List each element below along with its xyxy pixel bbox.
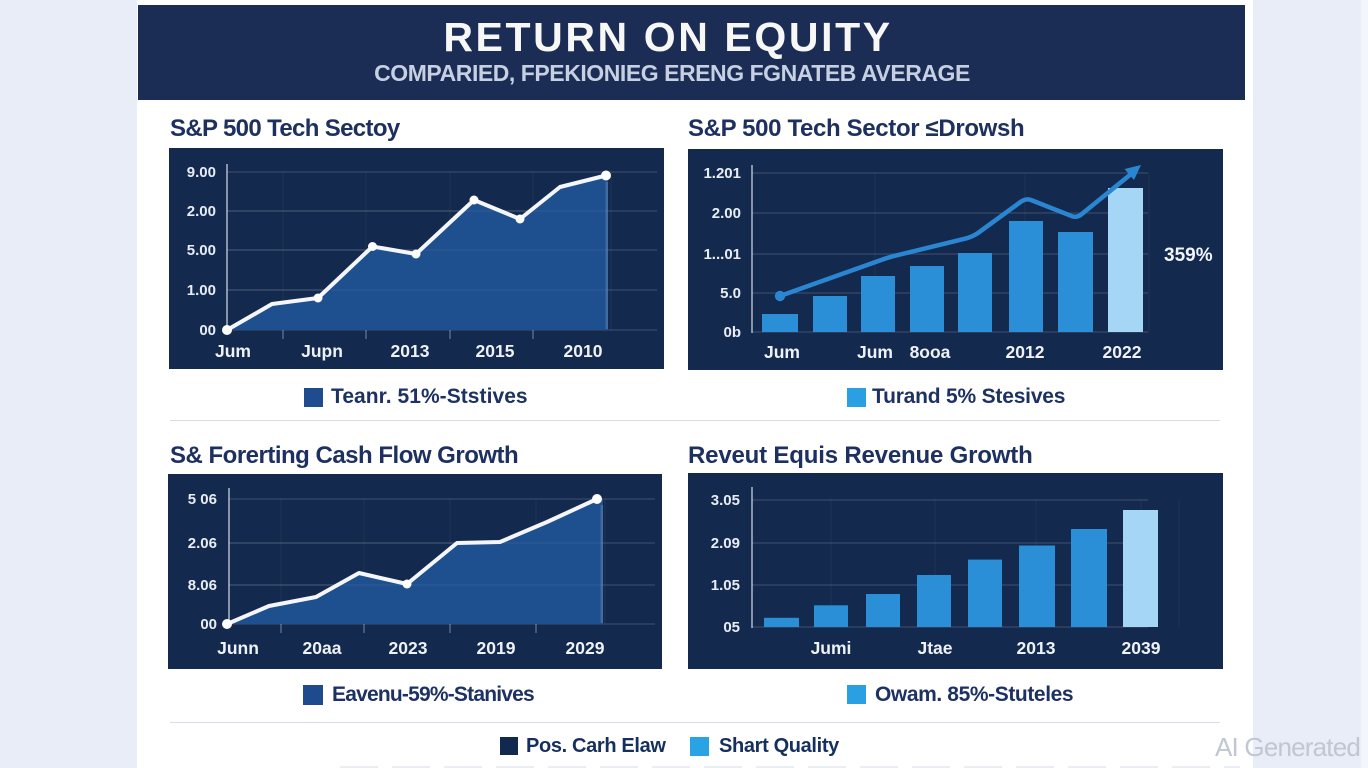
svg-text:359%: 359%: [1164, 245, 1213, 266]
svg-text:8ooa: 8ooa: [910, 342, 951, 362]
svg-text:2022: 2022: [1103, 342, 1142, 362]
svg-text:2029: 2029: [566, 638, 605, 658]
svg-text:5.0: 5.0: [720, 285, 741, 302]
svg-text:5 06: 5 06: [188, 491, 217, 508]
svg-text:2.06: 2.06: [188, 535, 217, 552]
svg-text:2.00: 2.00: [712, 205, 741, 222]
svg-text:05: 05: [723, 619, 740, 636]
svg-text:2013: 2013: [1017, 638, 1056, 658]
svg-text:Jum: Jum: [857, 342, 893, 362]
svg-text:8.06: 8.06: [188, 577, 217, 594]
svg-text:5.00: 5.00: [187, 242, 216, 259]
svg-text:Jtae: Jtae: [917, 638, 952, 658]
svg-text:2013: 2013: [391, 341, 430, 361]
svg-text:Jupn: Jupn: [301, 341, 343, 361]
svg-text:1...01: 1...01: [703, 246, 741, 263]
svg-text:1.201: 1.201: [703, 165, 741, 182]
svg-text:Jum: Jum: [215, 341, 251, 361]
svg-text:9.00: 9.00: [187, 164, 216, 181]
svg-text:Junn: Junn: [217, 638, 259, 658]
svg-text:2012: 2012: [1006, 342, 1045, 362]
svg-text:2.09: 2.09: [711, 535, 740, 552]
svg-text:0b: 0b: [723, 324, 741, 341]
svg-text:2019: 2019: [477, 638, 516, 658]
svg-text:2010: 2010: [564, 341, 603, 361]
svg-text:1.05: 1.05: [711, 577, 740, 594]
svg-text:20aa: 20aa: [303, 638, 342, 658]
svg-text:2015: 2015: [476, 341, 515, 361]
svg-text:3.05: 3.05: [711, 492, 740, 509]
svg-text:Jumi: Jumi: [811, 638, 852, 658]
svg-text:2023: 2023: [389, 638, 428, 658]
svg-text:00: 00: [200, 616, 217, 633]
svg-text:1.00: 1.00: [187, 282, 216, 299]
svg-text:Jum: Jum: [764, 342, 800, 362]
svg-text:00: 00: [199, 322, 216, 339]
svg-text:2039: 2039: [1122, 638, 1161, 658]
svg-text:2.00: 2.00: [187, 203, 216, 220]
